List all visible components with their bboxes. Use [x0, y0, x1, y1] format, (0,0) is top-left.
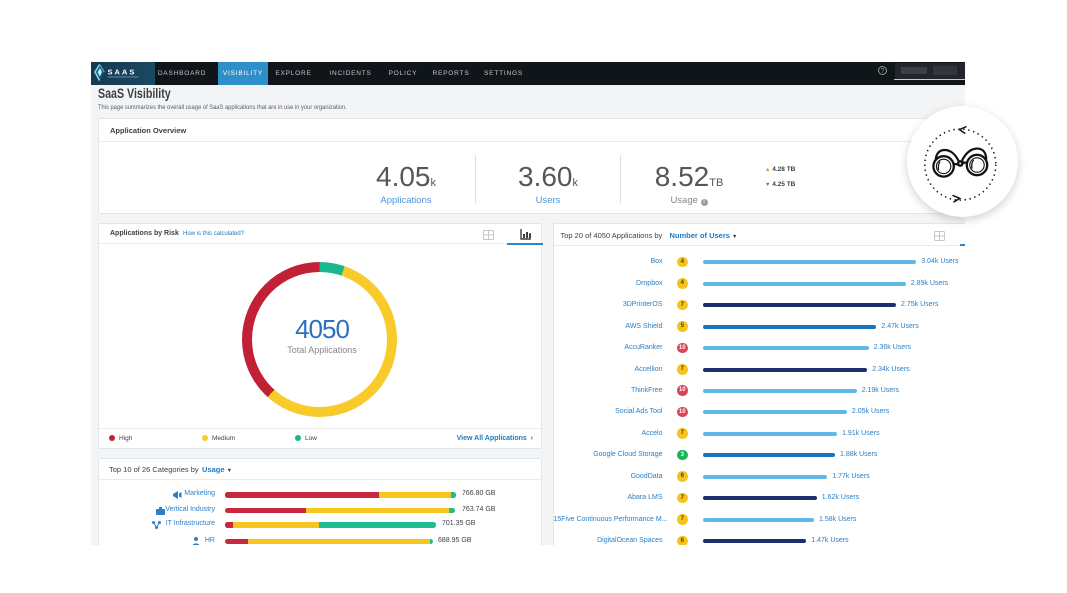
svg-text:SAAS: SAAS: [108, 68, 137, 77]
